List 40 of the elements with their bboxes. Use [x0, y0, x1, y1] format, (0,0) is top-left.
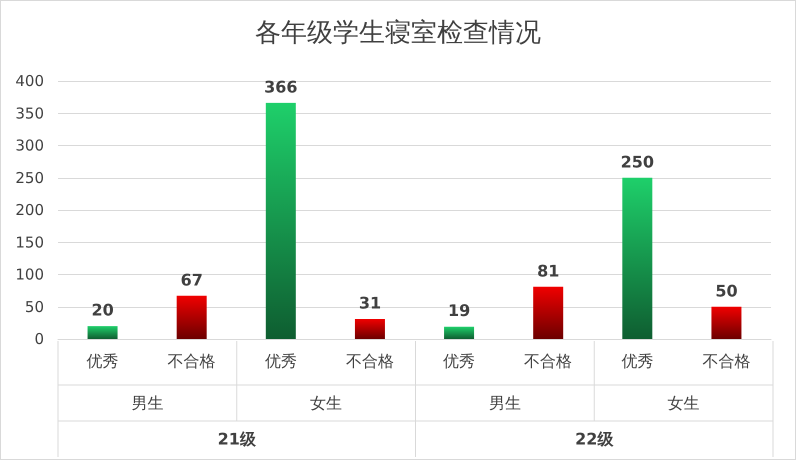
bar	[533, 286, 564, 339]
x-tick-label: 优秀	[443, 352, 476, 370]
data-label: 20	[91, 300, 114, 320]
y-tick-label: 300	[15, 136, 44, 154]
x-tick-label: 优秀	[86, 352, 119, 370]
text: 22级	[575, 430, 614, 448]
y-tick-label: 400	[15, 72, 44, 90]
x-tick-label: 不合格	[524, 352, 572, 370]
text: 女生	[310, 394, 342, 412]
x-tick-label: 不合格	[702, 352, 750, 370]
text: 男生	[131, 394, 164, 412]
bar	[622, 178, 652, 339]
bar	[88, 326, 118, 339]
chart-title: 各年级学生寝室检查情况	[255, 18, 541, 48]
y-tick-label: 150	[15, 233, 44, 252]
x-tick-label: 不合格	[168, 352, 216, 370]
bar	[354, 319, 385, 339]
data-label: 31	[358, 294, 382, 313]
bar	[266, 102, 296, 339]
data-label: 67	[180, 270, 203, 290]
data-label: 250	[620, 152, 654, 172]
data-label: 81	[537, 261, 560, 280]
text: 21级	[218, 430, 257, 448]
text: 男生	[488, 394, 521, 412]
x-tick-label: 优秀	[621, 352, 654, 370]
y-tick-label: 200	[15, 201, 44, 219]
bar	[444, 326, 474, 339]
y-tick-label: 100	[15, 266, 44, 284]
y-tick-label: 0	[34, 330, 44, 348]
x-tick-label: 优秀	[264, 352, 297, 370]
y-tick-label: 350	[15, 104, 44, 122]
bar	[176, 296, 207, 339]
bar	[711, 306, 742, 339]
data-label: 19	[448, 301, 470, 320]
data-label: 50	[715, 281, 738, 300]
x-tick-label: 不合格	[346, 352, 394, 370]
text: 女生	[668, 394, 700, 412]
data-label: 366	[264, 77, 298, 96]
y-tick-label: 50	[24, 298, 44, 316]
y-tick-label: 250	[15, 168, 44, 187]
